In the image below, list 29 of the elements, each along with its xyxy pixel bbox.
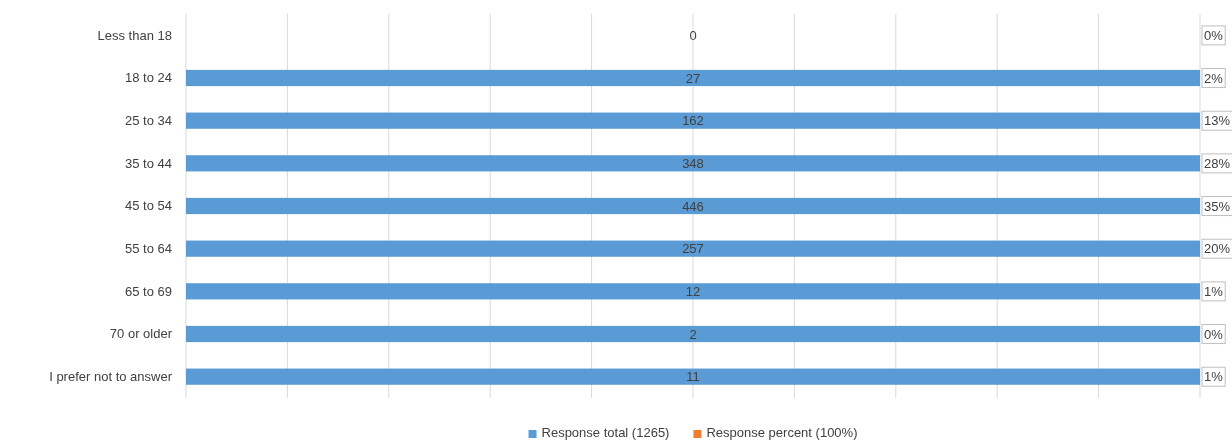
y-tick-label: 25 to 34 <box>125 112 172 128</box>
text: 1% <box>1204 369 1224 385</box>
annotation: 162 <box>682 113 704 129</box>
legend-label: Response total (1265) <box>541 425 670 440</box>
text: 0% <box>1204 27 1224 43</box>
annotation: 348 <box>682 155 704 171</box>
annotation: 446 <box>682 198 704 214</box>
text: 28% <box>1204 155 1231 171</box>
legend-label: Response percent (100%) <box>706 425 858 440</box>
text: 1% <box>1204 283 1224 299</box>
annotation: 11 <box>686 369 700 385</box>
text: 20% <box>1204 241 1231 257</box>
y-tick-label: 18 to 24 <box>125 70 172 86</box>
text: 2% <box>1204 70 1224 86</box>
annotation: 257 <box>682 241 704 257</box>
y-tick-label: 35 to 44 <box>125 155 172 171</box>
annotation: 27 <box>685 70 701 86</box>
text: 0% <box>1204 326 1224 342</box>
annotation: 12 <box>685 283 701 299</box>
y-tick-label: 45 to 54 <box>125 198 172 214</box>
y-tick-label: 70 or older <box>109 326 173 342</box>
text: 13% <box>1204 113 1231 129</box>
y-tick-label: Less than 18 <box>97 27 172 43</box>
y-tick-label: 55 to 64 <box>125 240 172 256</box>
annotation: 0 <box>689 27 697 43</box>
y-tick-label: 65 to 69 <box>125 283 172 299</box>
y-tick-label: I prefer not to answer <box>49 368 173 384</box>
annotation: 2 <box>689 326 697 342</box>
text: 35% <box>1204 198 1231 214</box>
